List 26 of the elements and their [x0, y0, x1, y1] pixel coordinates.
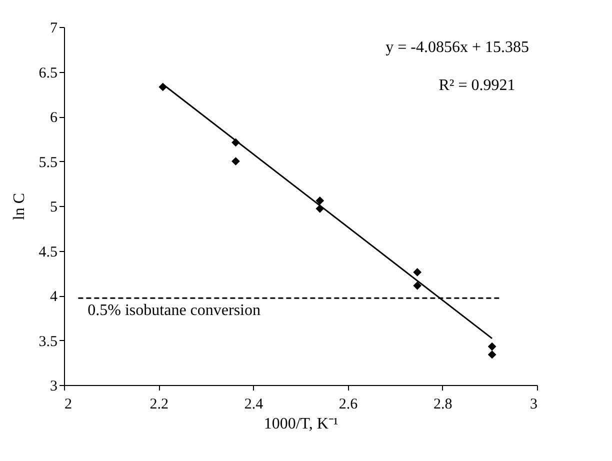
- y-tick-label: 4.5: [38, 244, 58, 260]
- y-tick-label: 4: [50, 289, 58, 305]
- point: [488, 350, 496, 359]
- point: [413, 281, 422, 290]
- point: [488, 342, 496, 351]
- x-axis-title: 1000/T, K⁻¹: [264, 416, 338, 432]
- x-tick-label: 2.2: [150, 396, 168, 412]
- y-tick-label: 3: [50, 378, 58, 394]
- annotation: R² = 0.9921: [438, 77, 516, 94]
- y-tick-label: 5: [50, 200, 58, 216]
- x-tick-label: 2.4: [244, 396, 264, 412]
- y-tick-label: 5.5: [38, 154, 58, 171]
- y-axis-title: ln C: [10, 192, 28, 220]
- y-tick-label: 7: [50, 20, 58, 36]
- point: [316, 196, 324, 205]
- y-tick-label: 6.5: [38, 65, 58, 82]
- annotation: 0.5% isobutane conversion: [88, 302, 261, 320]
- x-tick-label: 2: [64, 396, 72, 412]
- point: [232, 157, 240, 166]
- y-tick-label: 3.5: [38, 334, 58, 350]
- x-tick-label: 2.8: [434, 396, 452, 412]
- x-tick-label: 2.6: [338, 396, 358, 412]
- y-tick-label: 6: [50, 110, 58, 126]
- point: [413, 268, 422, 276]
- annotation: y = -4.0856x + 15.385: [386, 39, 529, 56]
- x-tick-label: 3: [530, 396, 538, 412]
